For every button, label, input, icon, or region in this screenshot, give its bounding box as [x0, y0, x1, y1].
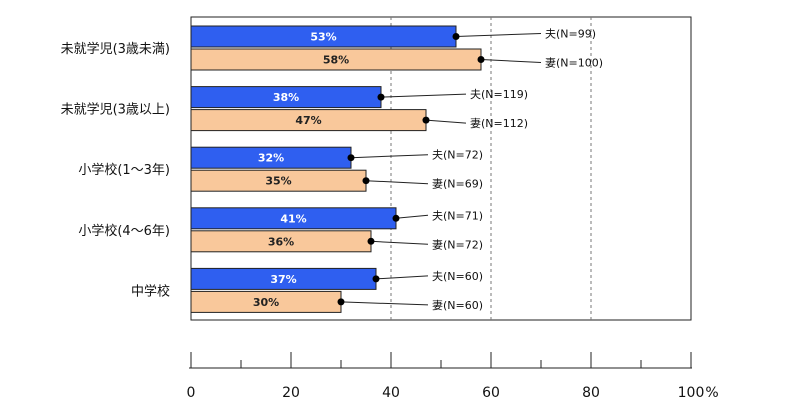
annotation-label: 夫(N=119): [470, 88, 528, 101]
bar-value-label: 32%: [258, 152, 284, 165]
annotation-leader: [340, 301, 429, 306]
annotation-leader: [395, 214, 429, 219]
x-axis: 0 20 40 60 80 100: [187, 352, 705, 401]
x-tick-label: 100: [678, 385, 705, 401]
annotation-leader: [365, 180, 429, 185]
x-tick-label: 20: [282, 385, 300, 401]
bar-value-label: 41%: [280, 212, 306, 225]
data-marker: [362, 177, 370, 185]
category-label: 小学校(4～6年): [78, 223, 170, 239]
bar-value-label: 30%: [253, 296, 279, 309]
bar-value-label: 36%: [268, 235, 294, 248]
data-marker: [372, 275, 380, 283]
annotation-label: 妻(N=69): [432, 178, 483, 191]
annotation-leader: [380, 93, 467, 98]
data-marker: [452, 33, 460, 40]
bar-value-label: 47%: [295, 114, 321, 127]
annotation-label: 妻(N=100): [545, 57, 603, 70]
bar-value-label: 53%: [310, 31, 336, 44]
category-label: 未就学児(3歳以上): [61, 102, 170, 118]
annotation-label: 妻(N=60): [432, 299, 483, 312]
data-marker: [392, 214, 400, 222]
data-marker: [367, 237, 375, 245]
data-marker: [347, 154, 355, 162]
bar-value-label: 37%: [270, 273, 296, 286]
bars-layer: 53% 夫(N=99) 58% 妻(N=100) 38% 夫(N=119) 47% 妻(N=1…: [190, 25, 603, 313]
x-axis-unit: %: [705, 385, 718, 401]
annotation-leader: [480, 59, 542, 63]
x-tick-label: 80: [582, 385, 600, 401]
annotation-label: 妻(N=72): [432, 238, 483, 251]
annotation-label: 夫(N=71): [432, 209, 483, 222]
data-marker: [422, 116, 430, 124]
bar-value-label: 38%: [273, 91, 299, 104]
annotation-leader: [425, 119, 467, 124]
annotation-label: 夫(N=72): [432, 149, 483, 162]
category-label: 中学校: [131, 283, 170, 299]
annotation-leader: [350, 154, 429, 159]
annotation-label: 夫(N=60): [432, 270, 483, 283]
x-tick-label: 40: [382, 385, 400, 401]
annotation-label: 妻(N=112): [470, 117, 528, 130]
annotation-label: 夫(N=99): [545, 28, 596, 41]
bar-value-label: 35%: [265, 175, 291, 188]
data-marker: [477, 56, 485, 63]
annotation-leader: [375, 275, 429, 280]
x-tick-label: 0: [187, 385, 196, 401]
annotation-leader: [455, 33, 542, 37]
data-marker: [377, 93, 385, 101]
category-label: 小学校(1～3年): [78, 162, 170, 178]
annotation-leader: [370, 240, 429, 245]
category-label: 未就学児(3歳未満): [61, 41, 170, 57]
bar-value-label: 58%: [323, 54, 349, 67]
data-marker: [337, 298, 345, 306]
x-tick-label: 60: [482, 385, 500, 401]
category-labels: 未就学児(3歳未満) 未就学児(3歳以上) 小学校(1～3年) 小学校(4～6年) 中学…: [61, 41, 170, 299]
